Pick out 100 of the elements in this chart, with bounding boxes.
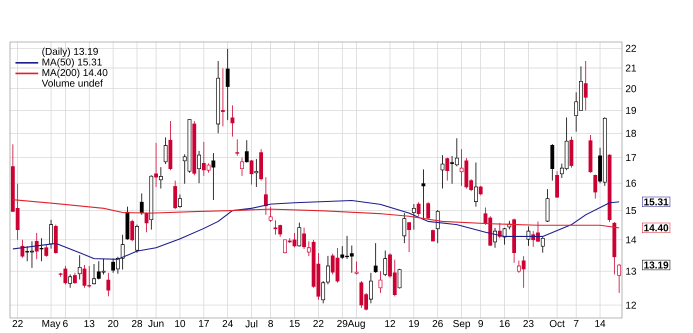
candlestick — [244, 140, 249, 163]
candlestick — [20, 239, 24, 258]
y-tick-label: 19 — [626, 106, 636, 114]
candlestick — [402, 212, 406, 244]
y-tick-label: 16 — [626, 180, 636, 187]
x-tick-label: 16 — [500, 320, 510, 328]
x-tick-label: 7 — [574, 320, 578, 327]
candlestick — [44, 244, 48, 258]
candlestick — [240, 157, 244, 176]
y-tick-label: 14 — [626, 236, 636, 244]
candlestick — [412, 204, 416, 230]
candlestick — [302, 227, 306, 250]
x-tick-label: Sep — [453, 320, 470, 330]
x-tick-label: 22 — [12, 320, 23, 328]
candlestick — [546, 188, 550, 222]
candlestick — [474, 162, 478, 208]
candlestick — [493, 227, 497, 248]
x-tick-label: 29 — [337, 320, 348, 328]
x-tick-label: Aug — [348, 320, 365, 329]
candlestick — [445, 157, 450, 181]
candlestick — [426, 202, 430, 220]
candlestick — [478, 185, 483, 196]
candlestick — [378, 270, 382, 294]
candlestick — [264, 176, 268, 216]
candlestick — [68, 274, 72, 288]
x-tick-label: 26 — [432, 320, 443, 328]
legend-label: MA(200) 14.40 — [42, 68, 108, 78]
candlestick — [178, 194, 182, 208]
x-tick-label: 8 — [268, 320, 273, 328]
x-tick-label: 17 — [199, 320, 209, 327]
candlestick — [78, 254, 82, 280]
text: 14.40 — [644, 224, 668, 232]
candlestick — [230, 104, 234, 138]
candlestick — [130, 219, 134, 242]
candlestick — [226, 48, 230, 121]
candlestick — [584, 60, 588, 111]
candlestick — [254, 158, 258, 188]
candlestick — [422, 169, 426, 220]
candlestick — [197, 150, 201, 184]
candlestick — [502, 227, 506, 246]
x-tick-label: Jul — [245, 320, 258, 328]
annotation: Volume undef — [42, 79, 103, 87]
legend-label: MA(50) 15.31 — [42, 58, 102, 68]
y-tick-label: 17 — [626, 154, 636, 161]
candlestick — [354, 261, 358, 275]
candlestick — [211, 152, 216, 200]
x-tick-label: 24 — [222, 320, 233, 328]
candlestick — [368, 272, 373, 304]
candlestick — [440, 154, 444, 189]
y-tick-label: 13 — [626, 268, 636, 275]
candlestick — [154, 142, 158, 188]
annotation: (Daily) 13.19 — [42, 48, 98, 57]
candlestick — [374, 242, 378, 274]
candlestick — [431, 229, 435, 242]
x-tick-label: 6 — [63, 320, 68, 328]
x-tick-label: 12 — [385, 320, 396, 328]
text: 13.19 — [644, 261, 668, 269]
x-tick-label: 22 — [313, 320, 324, 328]
x-tick-label: 10 — [175, 320, 186, 328]
candlestick — [526, 226, 530, 246]
candlestick — [268, 206, 273, 222]
x-tick-label: 13 — [84, 320, 94, 328]
candlestick — [250, 160, 254, 185]
candlestick — [173, 180, 178, 210]
candlestick — [617, 264, 622, 294]
candlestick — [49, 219, 53, 250]
candlestick — [106, 272, 110, 297]
candlestick — [540, 236, 545, 254]
y-tick-label: 12 — [626, 302, 636, 309]
x-tick-label: 20 — [108, 320, 118, 328]
y-tick-label: 15 — [626, 207, 636, 214]
x-tick-label: Oct — [550, 320, 565, 328]
candlestick — [164, 136, 168, 164]
candlestick — [550, 144, 554, 181]
candlestick — [73, 272, 77, 284]
candlestick — [135, 224, 139, 254]
x-tick-label: 23 — [523, 320, 534, 328]
x-tick-label: 9 — [478, 320, 483, 328]
candlestick — [221, 68, 225, 127]
x-tick-label: 19 — [409, 320, 419, 328]
candlestick — [593, 174, 598, 199]
candlestick — [297, 222, 302, 247]
y-tick-label: 20 — [626, 85, 636, 92]
x-tick-label: 14 — [595, 320, 606, 327]
candlestick — [321, 280, 326, 304]
x-tick-label: 15 — [290, 320, 300, 328]
candlestick — [416, 202, 421, 217]
y-tick-label: 21 — [626, 64, 636, 72]
candlestick — [555, 170, 559, 198]
text: 15.31 — [644, 198, 668, 206]
x-tick-label: May — [42, 320, 60, 329]
candlestick — [144, 212, 148, 233]
candlestick — [407, 222, 412, 252]
candlestick — [326, 255, 330, 285]
x-tick-label: Jun — [148, 320, 164, 328]
candlestick — [398, 268, 402, 289]
candlestick — [40, 238, 44, 262]
y-tick-label: 22 — [626, 44, 636, 52]
candlestick — [92, 264, 96, 285]
candlestick — [383, 250, 388, 276]
